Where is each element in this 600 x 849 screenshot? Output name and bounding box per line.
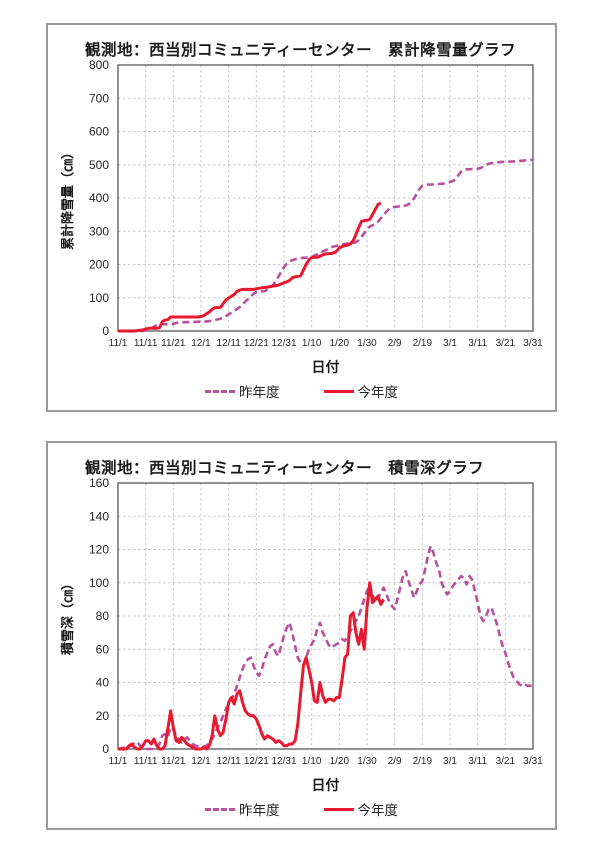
x-tick-label: 3/31 [523,756,543,767]
chart-legend: 昨年度 今年度 [48,381,555,401]
x-tick-label: 12/1 [191,756,211,767]
legend-item-this-year: 今年度 [323,799,399,819]
y-tick-label: 160 [89,476,109,490]
x-axis-title: 日付 [312,359,340,375]
y-tick-label: 60 [96,642,110,656]
x-tick-label: 3/1 [443,756,457,767]
x-tick-label: 12/1 [191,338,211,349]
y-tick-label: 500 [89,158,109,172]
x-tick-label: 12/11 [217,338,242,349]
x-tick-label: 3/11 [468,756,487,767]
chart-title: 観測地：西当別コミュニティーセンター 累計降雪量グラフ [85,42,517,59]
series-line-last-year [117,544,533,751]
x-tick-label: 11/21 [161,756,186,767]
y-tick-label: 140 [89,509,109,523]
y-axis-title: 積雪深（㎝） [60,577,75,656]
series-line-this-year [118,581,385,751]
x-tick-label: 3/11 [468,338,487,349]
series-line-last-year [118,158,534,333]
chart-legend: 昨年度 今年度 [48,799,555,819]
x-tick-label: 2/9 [388,338,402,349]
x-tick-label: 11/11 [134,756,158,767]
snow-depth-chart-panel: 観測地：西当別コミュニティーセンター 積雪深グラフ 0 20 40 60 80 100 12… [46,441,557,830]
x-tick-label: 1/10 [302,338,322,349]
x-tick-label: 1/10 [302,756,322,767]
x-tick-label: 12/21 [244,756,269,767]
y-tick-label: 0 [102,324,109,338]
series-line-this-year [118,201,382,333]
x-tick-label: 12/31 [271,756,296,767]
legend-label: 今年度 [357,385,399,400]
x-tick-label: 12/31 [271,338,296,349]
legend-label: 昨年度 [239,385,280,400]
solid-line-swatch [323,807,354,811]
x-tick-label: 12/11 [217,756,242,767]
y-tick-label: 80 [96,609,110,623]
x-tick-label: 1/20 [330,756,350,767]
y-tick-label: 200 [89,258,109,272]
y-tick-label: 20 [96,709,110,723]
x-tick-label: 2/19 [413,756,433,767]
x-tick-label: 11/11 [134,338,158,349]
legend-item-this-year: 今年度 [323,381,399,401]
y-tick-label: 800 [89,58,109,72]
x-tick-label: 3/21 [496,756,516,767]
x-tick-label: 1/30 [357,338,377,349]
cumulative-snowfall-chart-panel: 観測地：西当別コミュニティーセンター 累計降雪量グラフ 0 100 200 300 40… [46,23,557,412]
y-tick-label: 100 [89,291,109,305]
cumulative-snowfall-chart: 0 100 200 300 400 500 600 700 800 11/1 11/11 11/21 1… [60,58,543,375]
legend-label: 昨年度 [239,803,280,818]
dashed-line-swatch [205,389,235,393]
x-tick-label: 11/21 [161,338,186,349]
dashed-line-swatch [205,807,235,811]
legend-item-last-year: 昨年度 [205,381,280,401]
y-tick-label: 600 [89,125,109,139]
x-tick-label: 3/21 [496,338,516,349]
y-axis-title: 累計降雪量（㎝） [60,146,75,250]
x-tick-label: 11/1 [109,756,128,767]
y-tick-label: 100 [89,576,109,590]
x-tick-label: 11/1 [109,338,128,349]
x-axis-title: 日付 [312,777,340,793]
plot-border [117,64,534,332]
x-tick-label: 12/21 [244,338,269,349]
y-tick-label: 120 [89,543,109,557]
x-tick-label: 3/1 [443,338,457,349]
x-tick-label: 2/19 [413,338,433,349]
solid-line-swatch [323,389,354,393]
legend-item-last-year: 昨年度 [205,799,280,819]
chart-title: 観測地：西当別コミュニティーセンター 積雪深グラフ [85,460,485,477]
x-tick-label: 3/31 [523,338,543,349]
y-tick-label: 0 [102,742,109,756]
x-tick-label: 1/20 [330,338,350,349]
x-tick-label: 1/30 [357,756,377,767]
y-tick-label: 300 [89,224,109,238]
x-tick-label: 2/9 [388,756,402,767]
plot-border [117,482,534,750]
y-tick-label: 40 [96,676,110,690]
y-tick-label: 700 [89,91,109,105]
legend-label: 今年度 [357,803,399,818]
y-tick-label: 400 [89,191,109,205]
